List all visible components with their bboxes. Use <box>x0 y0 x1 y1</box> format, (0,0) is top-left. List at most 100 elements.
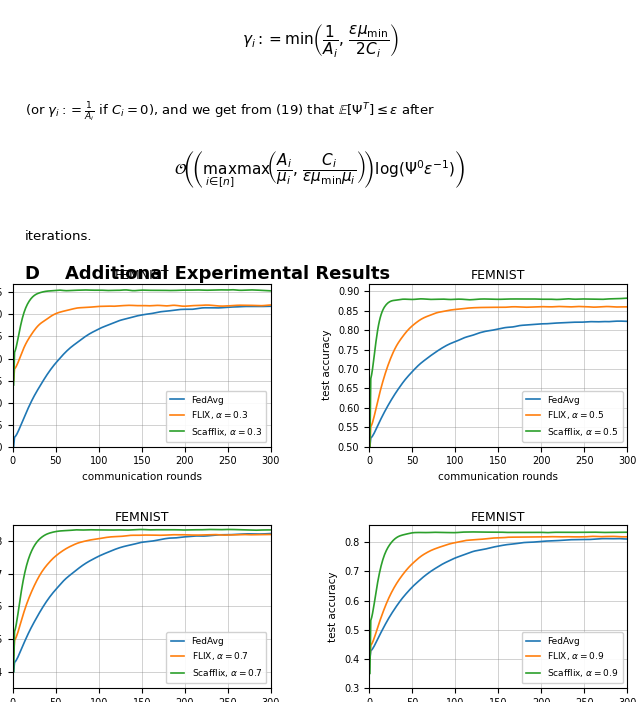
FedAvg <box>163 307 171 315</box>
Scafflix, $\alpha=0.7$ <box>10 668 17 676</box>
Scafflix, $\alpha=0.3$ <box>227 286 234 294</box>
Y-axis label: test accuracy: test accuracy <box>322 330 332 400</box>
FLIX, $\alpha=0.7$ <box>267 530 275 538</box>
Line: Scafflix, $\alpha=0.5$: Scafflix, $\alpha=0.5$ <box>370 298 627 446</box>
FedAvg <box>163 534 171 543</box>
Line: FLIX, $\alpha=0.9$: FLIX, $\alpha=0.9$ <box>370 536 627 659</box>
FedAvg <box>227 303 234 312</box>
Y-axis label: test accuracy: test accuracy <box>328 571 339 642</box>
Scafflix, $\alpha=0.9$ <box>468 528 476 536</box>
Line: Scafflix, $\alpha=0.7$: Scafflix, $\alpha=0.7$ <box>13 529 271 672</box>
FedAvg <box>583 536 591 544</box>
FLIX, $\alpha=0.3$ <box>267 301 275 310</box>
Line: FLIX, $\alpha=0.5$: FLIX, $\alpha=0.5$ <box>370 307 627 446</box>
FedAvg <box>623 535 631 543</box>
Title: FEMNIST: FEMNIST <box>471 511 525 524</box>
Scafflix, $\alpha=0.9$ <box>584 528 591 536</box>
FedAvg <box>599 317 607 326</box>
FLIX, $\alpha=0.9$ <box>366 655 374 663</box>
FLIX, $\alpha=0.3$ <box>227 302 234 310</box>
FLIX, $\alpha=0.7$ <box>10 651 17 660</box>
FLIX, $\alpha=0.3$ <box>167 301 175 310</box>
X-axis label: communication rounds: communication rounds <box>82 472 202 482</box>
Text: (or $\gamma_i := \frac{1}{A_i}$ if $C_i = 0$), and we get from (19) that $\mathb: (or $\gamma_i := \frac{1}{A_i}$ if $C_i … <box>25 100 435 124</box>
FedAvg <box>243 529 251 538</box>
Line: Scafflix, $\alpha=0.3$: Scafflix, $\alpha=0.3$ <box>13 290 271 385</box>
Scafflix, $\alpha=0.7$ <box>228 525 236 534</box>
FLIX, $\alpha=0.7$ <box>162 531 170 539</box>
FedAvg <box>167 306 175 314</box>
FLIX, $\alpha=0.7$ <box>163 531 171 539</box>
FLIX, $\alpha=0.9$ <box>518 533 526 541</box>
FedAvg <box>367 647 374 655</box>
FLIX, $\alpha=0.7$ <box>227 531 234 539</box>
Title: FEMNIST: FEMNIST <box>115 270 169 282</box>
Scafflix, $\alpha=0.9$ <box>524 528 532 536</box>
Scafflix, $\alpha=0.5$ <box>519 295 527 303</box>
FLIX, $\alpha=0.5$ <box>554 303 562 311</box>
Text: iterations.: iterations. <box>25 230 93 243</box>
Scafflix, $\alpha=0.5$ <box>518 295 526 303</box>
FLIX, $\alpha=0.5$ <box>367 423 374 431</box>
FedAvg <box>616 317 623 325</box>
Scafflix, $\alpha=0.9$ <box>520 528 528 536</box>
Title: FEMNIST: FEMNIST <box>115 511 169 524</box>
FedAvg <box>227 531 234 539</box>
Scafflix, $\alpha=0.9$ <box>519 528 527 536</box>
FLIX, $\alpha=0.7$ <box>243 531 251 539</box>
FLIX, $\alpha=0.9$ <box>583 533 591 541</box>
FedAvg <box>267 302 275 310</box>
Line: FLIX, $\alpha=0.3$: FLIX, $\alpha=0.3$ <box>13 305 271 380</box>
FedAvg <box>10 442 17 451</box>
FedAvg <box>518 538 526 547</box>
Line: FedAvg: FedAvg <box>370 321 627 446</box>
FedAvg <box>518 321 526 329</box>
FedAvg <box>599 534 607 543</box>
Scafflix, $\alpha=0.7$ <box>267 526 275 534</box>
FedAvg <box>366 655 374 663</box>
FedAvg <box>162 534 170 543</box>
FedAvg <box>267 529 275 538</box>
FLIX, $\alpha=0.9$ <box>600 532 608 541</box>
FLIX, $\alpha=0.9$ <box>589 532 596 541</box>
FLIX, $\alpha=0.3$ <box>243 301 251 310</box>
FLIX, $\alpha=0.7$ <box>167 531 175 539</box>
FedAvg <box>167 534 175 542</box>
Scafflix, $\alpha=0.3$ <box>267 286 275 295</box>
Scafflix, $\alpha=0.3$ <box>244 286 252 294</box>
FedAvg <box>519 538 527 547</box>
FedAvg <box>524 538 531 547</box>
FedAvg <box>614 534 621 543</box>
Text: $\gamma_i := \min\left(\dfrac{1}{A_i},\, \dfrac{\epsilon\mu_{\min}}{2C_i}\right): $\gamma_i := \min\left(\dfrac{1}{A_i},\,… <box>242 22 398 59</box>
Line: FedAvg: FedAvg <box>13 306 271 446</box>
Text: $\mathcal{O}\!\left(\!\left(\max_{i \in [n]} \max\!\left(\dfrac{A_i}{\mu_i},\, \: $\mathcal{O}\!\left(\!\left(\max_{i \in … <box>174 149 466 190</box>
Scafflix, $\alpha=0.3$ <box>163 286 171 295</box>
FLIX, $\alpha=0.5$ <box>600 303 608 311</box>
Line: FedAvg: FedAvg <box>13 534 271 672</box>
Scafflix, $\alpha=0.5$ <box>599 295 607 303</box>
Scafflix, $\alpha=0.5$ <box>623 294 631 303</box>
Scafflix, $\alpha=0.9$ <box>367 616 374 625</box>
Legend: FedAvg, FLIX, $\alpha=0.7$, Scafflix, $\alpha=0.7$: FedAvg, FLIX, $\alpha=0.7$, Scafflix, $\… <box>166 633 266 684</box>
FLIX, $\alpha=0.5$ <box>519 303 527 311</box>
FedAvg <box>10 668 17 676</box>
Text: D    Additional Experimental Results: D Additional Experimental Results <box>25 265 390 283</box>
FedAvg <box>11 658 19 667</box>
X-axis label: communication rounds: communication rounds <box>438 472 558 482</box>
FLIX, $\alpha=0.5$ <box>524 303 531 312</box>
FLIX, $\alpha=0.9$ <box>519 533 527 541</box>
Scafflix, $\alpha=0.3$ <box>162 286 170 295</box>
FedAvg <box>623 317 631 326</box>
FLIX, $\alpha=0.5$ <box>623 303 631 311</box>
Scafflix, $\alpha=0.7$ <box>163 526 171 534</box>
FLIX, $\alpha=0.9$ <box>524 533 531 541</box>
FLIX, $\alpha=0.5$ <box>584 303 591 311</box>
FedAvg <box>367 434 374 442</box>
FLIX, $\alpha=0.5$ <box>518 303 526 311</box>
FLIX, $\alpha=0.7$ <box>11 636 19 644</box>
FLIX, $\alpha=0.3$ <box>11 364 19 373</box>
Scafflix, $\alpha=0.7$ <box>11 628 19 636</box>
Scafflix, $\alpha=0.5$ <box>367 374 374 383</box>
FedAvg <box>11 433 19 442</box>
FedAvg <box>519 321 527 329</box>
